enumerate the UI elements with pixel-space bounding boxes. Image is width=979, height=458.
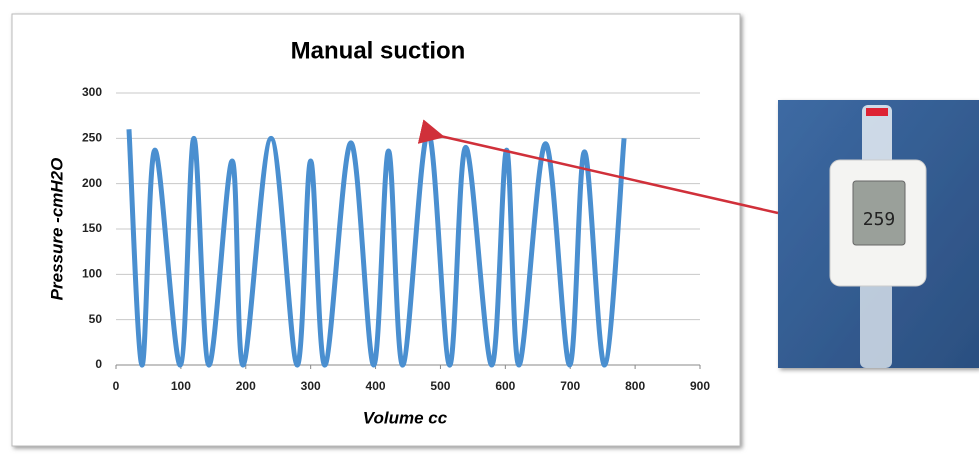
x-tick-label: 100	[171, 379, 191, 393]
x-tick-label: 300	[301, 379, 321, 393]
x-axis-label: Volume cc	[363, 408, 448, 427]
y-tick-label: 150	[82, 221, 102, 235]
x-tick-label: 600	[495, 379, 515, 393]
chart-title: Manual suction	[291, 37, 466, 64]
y-axis-label: Pressure -cmH2O	[47, 158, 66, 301]
y-tick-label: 0	[95, 357, 102, 371]
x-tick-label: 0	[113, 379, 120, 393]
y-tick-label: 100	[82, 267, 102, 281]
x-tick-label: 500	[430, 379, 450, 393]
y-tick-label: 300	[82, 85, 102, 99]
y-tick-label: 200	[82, 176, 102, 190]
page: {"chart_data":{"type":"line","title":"Ma…	[0, 0, 979, 458]
y-tick-label: 250	[82, 131, 102, 145]
x-tick-label: 200	[236, 379, 256, 393]
x-tick-label: 900	[690, 379, 710, 393]
x-tick-label: 800	[625, 379, 645, 393]
x-tick-label: 700	[560, 379, 580, 393]
chart: Manual suction Volume cc Pressure -cmH2O…	[0, 0, 979, 458]
photo-inset	[778, 100, 979, 368]
y-tick-label: 50	[89, 312, 103, 326]
device-display: 259	[863, 209, 896, 230]
x-tick-label: 400	[366, 379, 386, 393]
